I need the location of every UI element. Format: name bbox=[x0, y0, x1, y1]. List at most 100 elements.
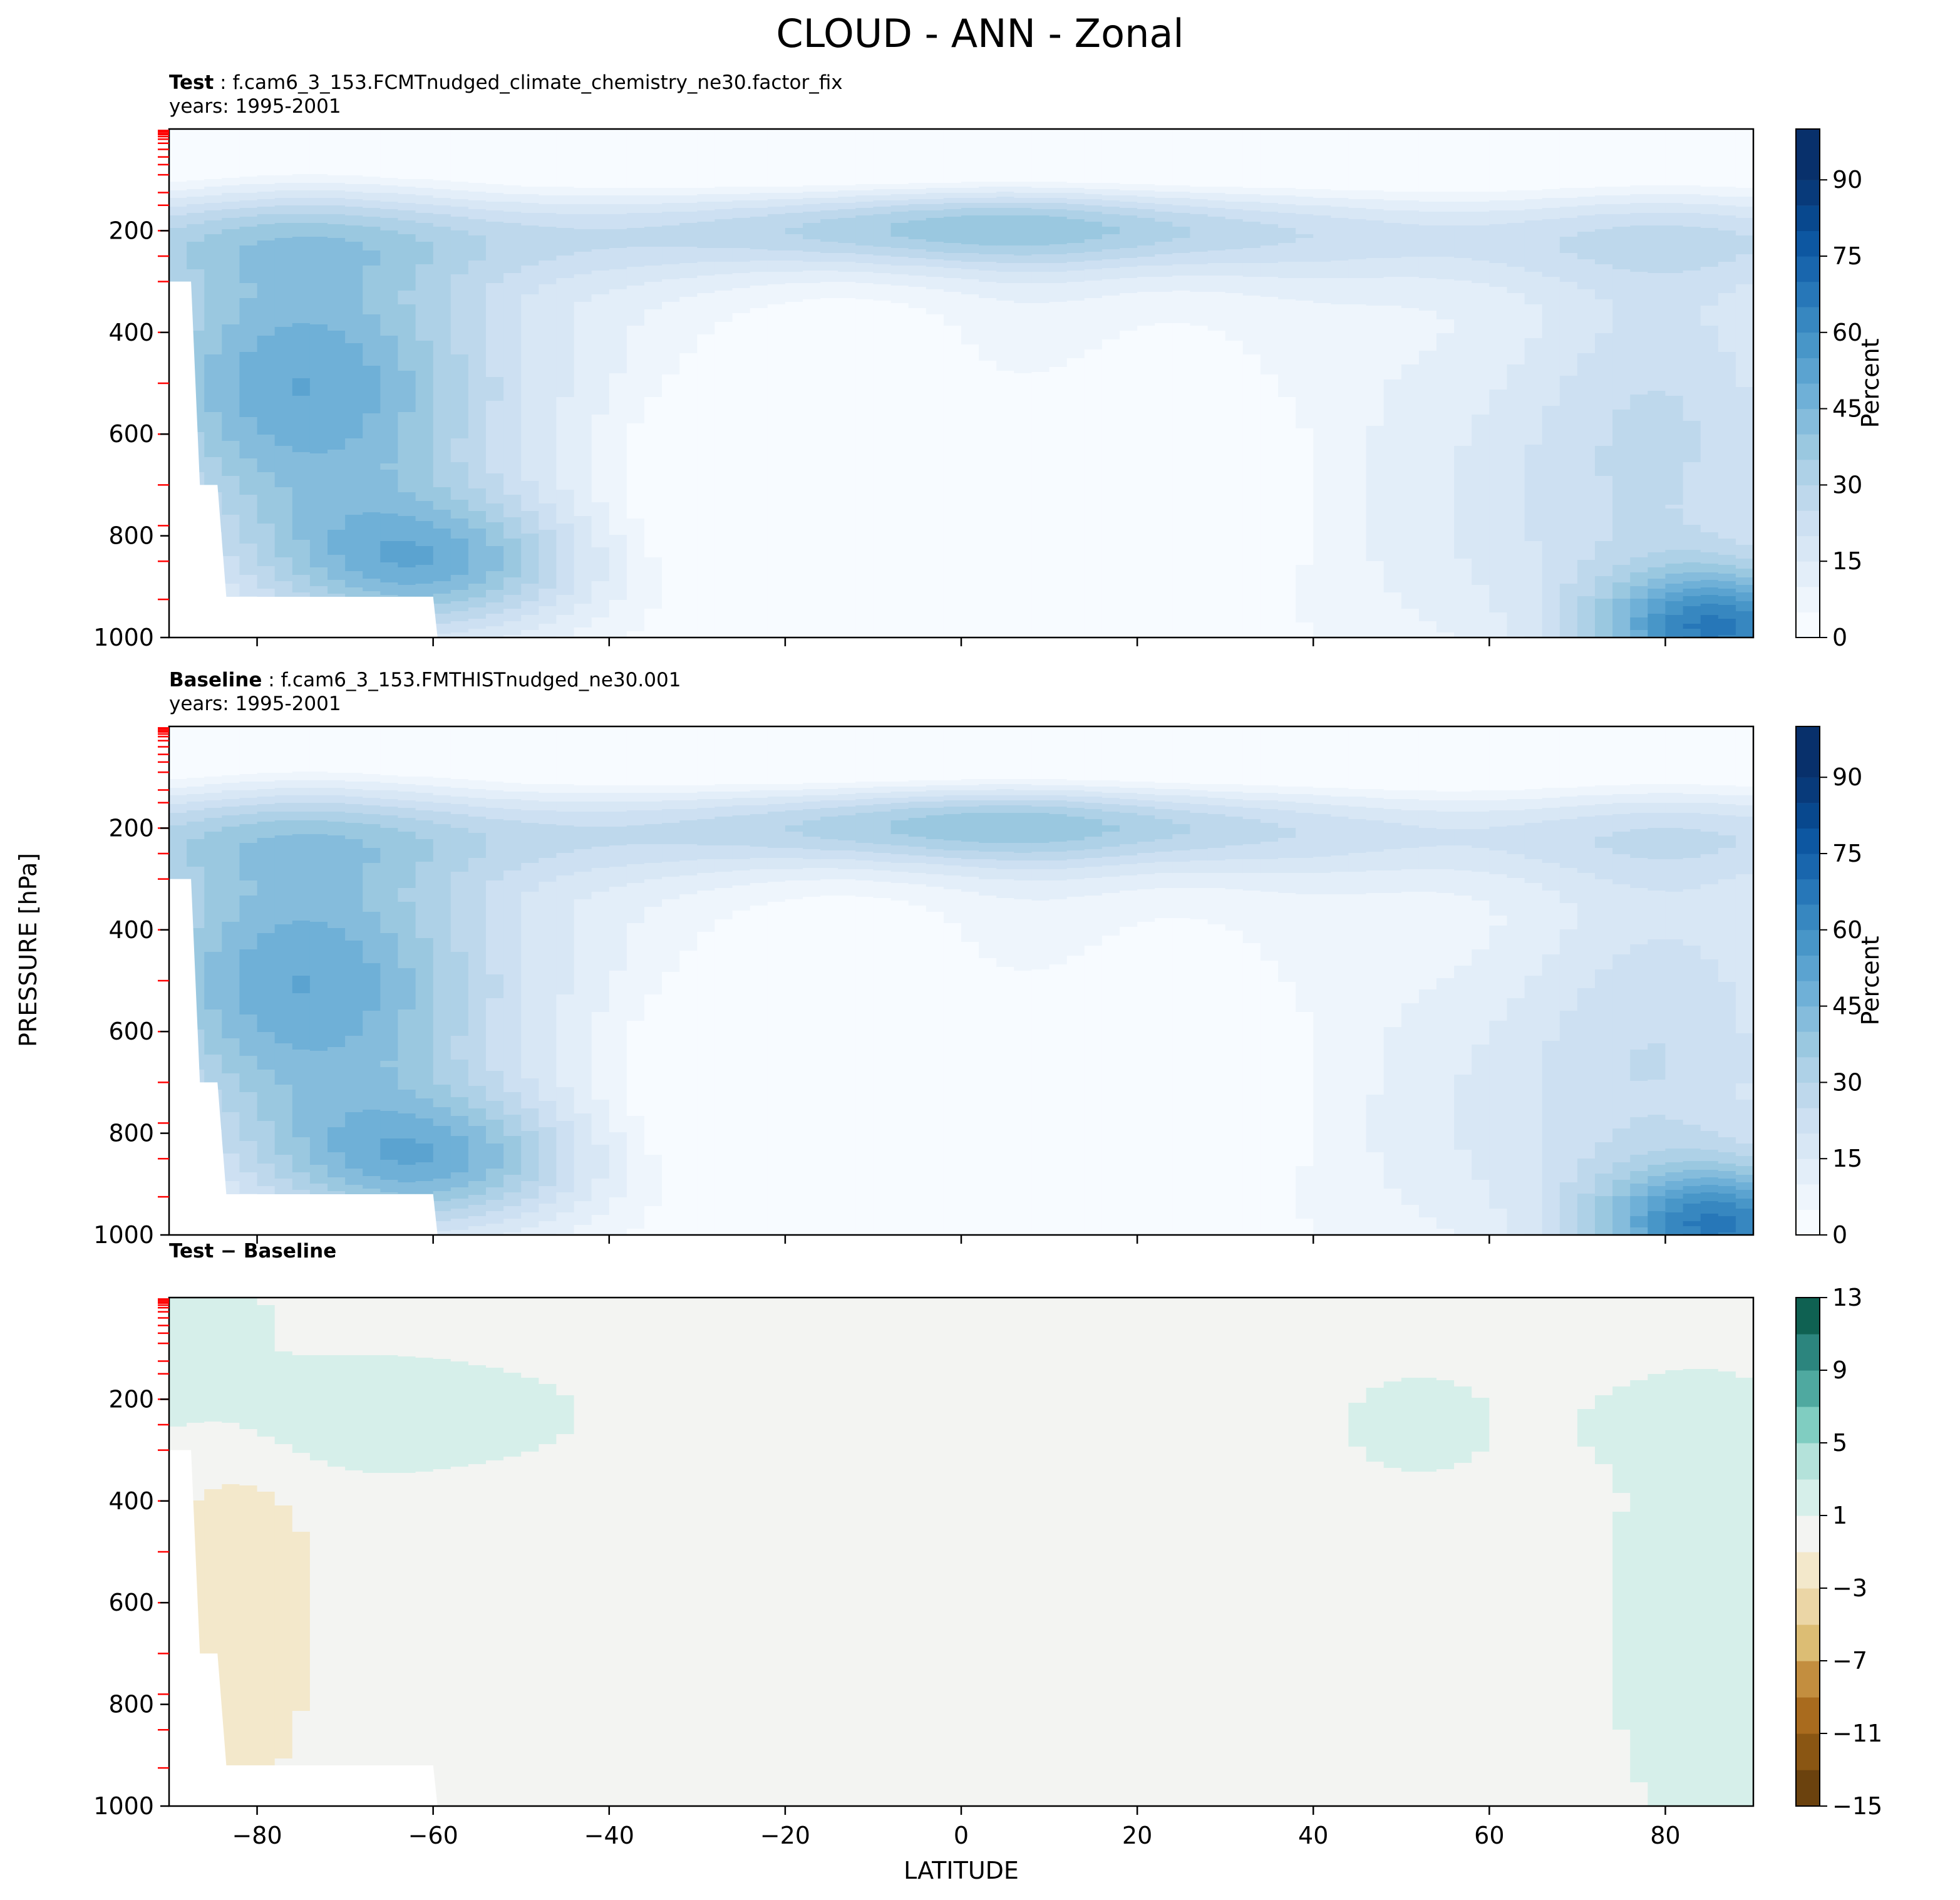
baseline-colorbar-swatch bbox=[1796, 1184, 1820, 1210]
difference-colorbar-swatch bbox=[1796, 1624, 1820, 1661]
difference-x-tick-label: −20 bbox=[760, 1822, 810, 1849]
difference-colorbar-tick-label: 9 bbox=[1832, 1356, 1847, 1384]
test-panel-title: Test : f.cam6_3_153.FCMTnudged_climate_c… bbox=[169, 71, 843, 94]
x-axis-label: LATITUDE bbox=[904, 1857, 1019, 1884]
difference-colorbar-swatch bbox=[1796, 1407, 1820, 1443]
baseline-y-tick-label: 200 bbox=[108, 814, 154, 842]
difference-colorbar-swatch bbox=[1796, 1733, 1820, 1770]
test-colorbar-tick-label: 60 bbox=[1832, 319, 1862, 346]
baseline-y-tick-label: 400 bbox=[108, 916, 154, 944]
test-y-tick-label: 1000 bbox=[93, 624, 154, 651]
baseline-colorbar-swatch bbox=[1796, 1006, 1820, 1032]
difference-contour-field bbox=[169, 1298, 1753, 1806]
test-colorbar-swatch bbox=[1796, 205, 1820, 231]
baseline-colorbar-swatch bbox=[1796, 1133, 1820, 1159]
baseline-y-tick-label: 1000 bbox=[93, 1221, 154, 1249]
test-colorbar-swatch bbox=[1796, 358, 1820, 384]
baseline-panel-title: Baseline : f.cam6_3_153.FMTHISTnudged_ne… bbox=[169, 669, 681, 691]
test-colorbar-swatch bbox=[1796, 383, 1820, 410]
difference-colorbar-swatch bbox=[1796, 1770, 1820, 1807]
difference-colorbar-swatch bbox=[1796, 1552, 1820, 1589]
difference-colorbar-frame bbox=[1795, 1297, 1820, 1807]
baseline-colorbar-swatch bbox=[1796, 981, 1820, 1007]
difference-x-tick-label: −60 bbox=[408, 1822, 458, 1849]
test-colorbar-swatch bbox=[1796, 180, 1820, 206]
difference-colorbar-swatch bbox=[1796, 1479, 1820, 1516]
baseline-colorbar-tick-label: 60 bbox=[1832, 916, 1862, 944]
difference-colorbar-tick-label: −7 bbox=[1832, 1647, 1867, 1675]
test-colorbar-tick-label: 0 bbox=[1832, 624, 1847, 651]
difference-y-tick-label: 400 bbox=[108, 1487, 154, 1515]
difference-colorbar-tick-label: −3 bbox=[1832, 1574, 1867, 1602]
baseline-colorbar-tick-label: 75 bbox=[1832, 840, 1862, 867]
test-colorbar-tick-label: 15 bbox=[1832, 547, 1862, 575]
baseline-colorbar-swatch bbox=[1796, 1031, 1820, 1058]
difference-colorbar-swatch bbox=[1796, 1334, 1820, 1371]
test-colorbar-swatch bbox=[1796, 434, 1820, 460]
test-y-tick-label: 200 bbox=[108, 217, 154, 244]
baseline-y-tick-label: 600 bbox=[108, 1018, 154, 1045]
test-colorbar-swatch bbox=[1796, 408, 1820, 435]
difference-y-tick-label: 800 bbox=[108, 1691, 154, 1718]
test-panel-years: years: 1995-2001 bbox=[169, 95, 341, 118]
test-colorbar-swatch bbox=[1796, 256, 1820, 282]
test-colorbar-tick-label: 90 bbox=[1832, 166, 1862, 194]
difference-colorbar-swatch bbox=[1796, 1298, 1820, 1335]
difference-y-tick-label: 1000 bbox=[93, 1792, 154, 1820]
test-colorbar-label: Percent bbox=[1857, 339, 1884, 428]
difference-panel-title-bold: Test − Baseline bbox=[169, 1240, 336, 1262]
test-y-tick-label: 400 bbox=[108, 319, 154, 346]
baseline-colorbar-tick-label: 0 bbox=[1832, 1221, 1847, 1249]
test-colorbar-swatch bbox=[1796, 281, 1820, 307]
baseline-colorbar-swatch bbox=[1796, 828, 1820, 854]
test-colorbar-tick-label: 30 bbox=[1832, 471, 1862, 498]
difference-colorbar-swatch bbox=[1796, 1588, 1820, 1625]
difference-x-tick-label: −40 bbox=[584, 1822, 634, 1849]
test-colorbar-swatch bbox=[1796, 561, 1820, 587]
test-colorbar-tick-label: 75 bbox=[1832, 242, 1862, 270]
difference-colorbar-tick-label: 5 bbox=[1832, 1429, 1847, 1457]
test-colorbar-swatch bbox=[1796, 612, 1820, 638]
baseline-colorbar-tick-label: 90 bbox=[1832, 763, 1862, 791]
test-y-tick-label: 800 bbox=[108, 522, 154, 550]
difference-colorbar-tick-label: 13 bbox=[1832, 1284, 1862, 1311]
test-colorbar-swatch bbox=[1796, 535, 1820, 562]
difference-x-tick-label: 40 bbox=[1298, 1822, 1328, 1849]
difference-colorbar-swatch bbox=[1796, 1661, 1820, 1698]
test-colorbar-swatch bbox=[1796, 154, 1820, 180]
baseline-colorbar-frame bbox=[1795, 726, 1820, 1236]
difference-y-tick-label: 600 bbox=[108, 1589, 154, 1616]
baseline-colorbar-swatch bbox=[1796, 1209, 1820, 1236]
test-colorbar: 0 15 30 45 60 75 90 Percent bbox=[1795, 128, 1884, 651]
test-colorbar-swatch bbox=[1796, 459, 1820, 485]
test-colorbar-swatch bbox=[1796, 510, 1820, 537]
difference-colorbar-tick-label: −15 bbox=[1832, 1792, 1882, 1820]
baseline-colorbar: 0 15 30 45 60 75 90 Percent bbox=[1795, 726, 1884, 1249]
difference-colorbar-tick-label: −11 bbox=[1832, 1720, 1882, 1747]
difference-colorbar-swatch bbox=[1796, 1443, 1820, 1480]
baseline-colorbar-swatch bbox=[1796, 1056, 1820, 1083]
y-axis-label: PRESSURE [hPa] bbox=[14, 853, 42, 1047]
test-colorbar-swatch bbox=[1796, 230, 1820, 257]
baseline-colorbar-swatch bbox=[1796, 929, 1820, 956]
baseline-colorbar-label: Percent bbox=[1857, 936, 1884, 1026]
difference-panel-title: Test − Baseline bbox=[169, 1240, 336, 1262]
baseline-colorbar-swatch bbox=[1796, 726, 1820, 753]
baseline-colorbar-tick-label: 45 bbox=[1832, 993, 1862, 1020]
baseline-y-tick-label: 800 bbox=[108, 1120, 154, 1147]
test-contour-field bbox=[169, 129, 1753, 638]
baseline-panel-years: years: 1995-2001 bbox=[169, 693, 341, 715]
baseline-colorbar-swatch bbox=[1796, 854, 1820, 880]
baseline-colorbar-swatch bbox=[1796, 1159, 1820, 1185]
test-panel-title-bold: Test bbox=[169, 71, 214, 94]
difference-x-tick-label: −80 bbox=[232, 1822, 282, 1849]
baseline-colorbar-swatch bbox=[1796, 751, 1820, 778]
difference-x-tick-label: 20 bbox=[1122, 1822, 1152, 1849]
test-colorbar-frame bbox=[1795, 128, 1820, 638]
test-topography-mask bbox=[169, 281, 438, 638]
test-colorbar-swatch bbox=[1796, 332, 1820, 358]
difference-colorbar-swatch bbox=[1796, 1370, 1820, 1407]
baseline-colorbar-swatch bbox=[1796, 955, 1820, 981]
baseline-colorbar-swatch bbox=[1796, 1082, 1820, 1108]
